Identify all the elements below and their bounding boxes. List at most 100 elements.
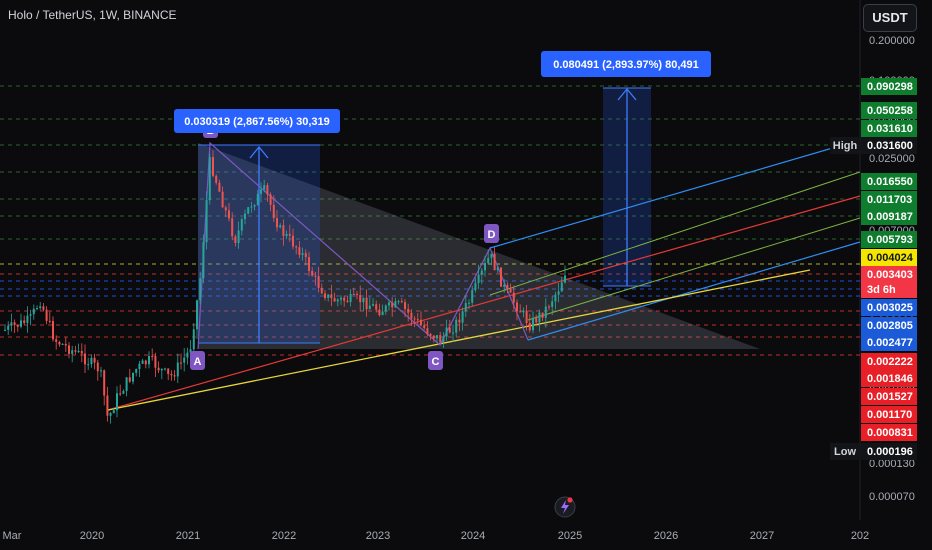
candle [519,304,522,313]
candle [221,186,224,208]
price-tag: 3d 6h [861,281,917,298]
pattern-label-a: A [190,351,205,370]
price-tag: 0.004024 [861,249,917,266]
candle [151,348,154,361]
candle [234,234,237,247]
channel-lower [527,241,861,341]
candle [349,289,352,307]
candle [61,343,64,345]
candle [276,210,278,232]
candle [74,345,77,355]
svg-text:0.016550: 0.016550 [867,176,913,188]
candle [439,331,442,343]
candle [468,299,470,310]
channel-mid [107,195,861,411]
candle [292,228,294,250]
candle [311,267,314,277]
svg-text:0.002222: 0.002222 [867,356,913,368]
candle [551,295,554,316]
candle [330,284,333,307]
candle [336,297,339,307]
candle [112,407,115,414]
price-tick-label: 0.200000 [869,35,915,47]
candle [324,289,326,301]
candle [528,314,531,333]
price-tag: 0.009187 [861,208,917,225]
flash-icon[interactable] [554,496,576,518]
candle [52,316,54,342]
svg-text:0.002805: 0.002805 [867,320,913,332]
svg-text:0.031610: 0.031610 [867,123,913,135]
candle [215,174,218,185]
candle [80,343,83,363]
price-tag: 0.000196 [861,443,917,460]
candle [384,304,387,315]
time-tick-label: 2026 [654,530,678,542]
candle [557,283,560,303]
candle [208,153,211,205]
candle [96,359,99,381]
candle [413,315,416,327]
price-tag: 0.002222 [861,353,917,370]
price-tick-label: 0.025000 [869,153,915,165]
candle [240,217,243,236]
candle [554,291,557,310]
candle [180,353,182,370]
svg-text:0.090298: 0.090298 [867,81,913,93]
candle [442,332,445,348]
currency-button[interactable]: USDT [863,4,917,32]
channel-mid-upper [489,171,861,296]
candle [282,219,285,246]
time-tick-label: 202 [851,530,869,542]
svg-text:Low: Low [834,446,856,458]
svg-text:0.002477: 0.002477 [867,337,913,349]
price-tick-label: 0.000070 [869,491,915,503]
candle [263,179,266,193]
svg-text:0.080491 (2,893.97%) 80,491: 0.080491 (2,893.97%) 80,491 [553,59,699,71]
price-tag: 0.001170 [861,406,917,423]
candle [196,299,198,340]
candle [20,313,22,329]
candle [388,299,390,311]
svg-text:0.030319 (2,867.56%) 30,319: 0.030319 (2,867.56%) 30,319 [184,116,330,128]
candle [493,247,496,271]
candle [122,389,125,395]
price-tag: 0.005793 [861,231,917,248]
svg-text:0.001170: 0.001170 [867,409,912,421]
price-tag: 0.001527 [861,388,917,405]
measure-label-1: 0.030319 (2,867.56%) 30,319 [174,109,340,133]
candle [244,209,246,225]
pattern-label-d: D [484,224,499,243]
candle [36,305,38,311]
candle [458,312,461,332]
candle [410,309,413,326]
candle [132,372,134,385]
candle [224,205,227,217]
candle [71,345,74,363]
low-marker: Low [830,443,860,460]
candle [407,303,410,322]
candle [42,303,45,312]
candle [432,335,435,343]
candle [205,191,208,250]
time-tick-label: 2022 [272,530,296,542]
candle [48,311,51,324]
candle [250,201,253,213]
candle [173,370,176,381]
svg-text:D: D [488,229,496,241]
pattern-label-c: C [428,351,443,370]
candle [352,287,355,296]
svg-text:0.000831: 0.000831 [867,427,913,439]
svg-text:0.011703: 0.011703 [867,194,912,206]
candle [10,313,13,332]
price-tags: 0.090298 0.050258 0.031610 0.031600 0.016550… [861,78,917,460]
candle [416,313,419,325]
time-axis[interactable] [0,520,932,550]
candle [157,361,160,374]
price-tag: 0.031610 [861,120,917,137]
candle [487,249,490,265]
svg-text:0.009187: 0.009187 [867,211,913,223]
price-tag: 0.002477 [861,334,917,351]
candle [272,195,275,222]
